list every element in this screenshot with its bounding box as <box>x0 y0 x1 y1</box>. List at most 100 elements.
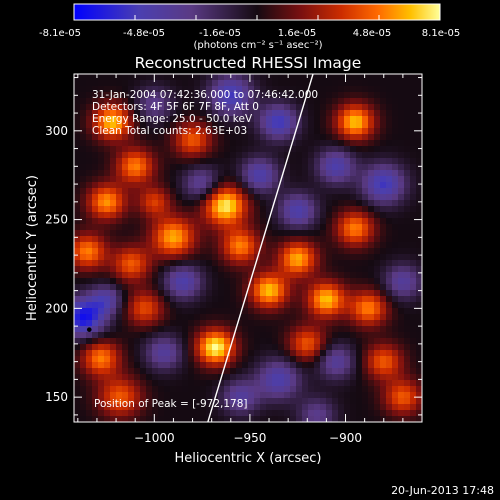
heatmap-cell <box>278 140 285 147</box>
heatmap-cell <box>392 194 399 201</box>
heatmap-cell <box>380 104 387 111</box>
heatmap-cell <box>134 230 141 237</box>
heatmap-cell <box>248 158 255 165</box>
heatmap-cell <box>212 254 219 261</box>
heatmap-cell <box>110 332 117 339</box>
heatmap-cell <box>206 314 213 321</box>
heatmap-cell <box>308 380 315 387</box>
heatmap-cell <box>80 254 87 261</box>
heatmap-cell <box>260 152 267 159</box>
heatmap-cell <box>398 230 405 237</box>
heatmap-cell <box>338 116 345 123</box>
heatmap-cell <box>236 182 243 189</box>
heatmap-cell <box>212 230 219 237</box>
heatmap-cell <box>356 392 363 399</box>
heatmap-cell <box>356 104 363 111</box>
heatmap-cell <box>266 410 273 417</box>
heatmap-cell <box>242 140 249 147</box>
heatmap-cell <box>278 296 285 303</box>
heatmap-cell <box>152 98 159 105</box>
heatmap-cell <box>410 404 417 411</box>
heatmap-cell <box>140 392 147 399</box>
heatmap-cell <box>266 380 273 387</box>
heatmap-cell <box>116 284 123 291</box>
heatmap-cell <box>104 158 111 165</box>
heatmap-cell <box>230 104 237 111</box>
heatmap-cell <box>140 320 147 327</box>
heatmap-cell <box>218 116 225 123</box>
heatmap-cell <box>278 272 285 279</box>
heatmap-cell <box>362 92 369 99</box>
heatmap-cell <box>182 320 189 327</box>
heatmap-cell <box>218 92 225 99</box>
heatmap-cell <box>80 236 87 243</box>
heatmap-cell <box>254 278 261 285</box>
heatmap-cell <box>140 104 147 111</box>
heatmap-cell <box>410 92 417 99</box>
heatmap-cell <box>146 260 153 267</box>
heatmap-cell <box>320 326 327 333</box>
heatmap-cell <box>248 290 255 297</box>
heatmap-cell <box>266 116 273 123</box>
heatmap-cell <box>230 320 237 327</box>
heatmap-cell <box>110 248 117 255</box>
heatmap-cell <box>392 248 399 255</box>
heatmap-cell <box>170 92 177 99</box>
heatmap-cell <box>158 86 165 93</box>
heatmap-cell <box>224 410 231 417</box>
heatmap-cell <box>224 314 231 321</box>
heatmap-cell <box>260 74 267 81</box>
heatmap-cell <box>320 350 327 357</box>
heatmap-cell <box>116 314 123 321</box>
heatmap-cell <box>398 170 405 177</box>
heatmap-cell <box>332 380 339 387</box>
heatmap-cell <box>398 188 405 195</box>
heatmap-cell <box>110 362 117 369</box>
heatmap-cell <box>272 86 279 93</box>
heatmap-cell <box>230 152 237 159</box>
heatmap-cell <box>404 356 411 363</box>
heatmap-cell <box>350 392 357 399</box>
heatmap-cell <box>326 74 333 81</box>
heatmap-cell <box>74 182 81 189</box>
heatmap-cell <box>92 266 99 273</box>
heatmap-cell <box>404 80 411 87</box>
heatmap-cell <box>362 350 369 357</box>
heatmap-cell <box>176 266 183 273</box>
heatmap-cell <box>362 260 369 267</box>
heatmap-cell <box>74 236 81 243</box>
heatmap-cell <box>410 170 417 177</box>
heatmap-cell <box>380 290 387 297</box>
heatmap-cell <box>386 140 393 147</box>
heatmap-cell <box>392 344 399 351</box>
heatmap-cell <box>110 146 117 153</box>
heatmap-cell <box>356 86 363 93</box>
heatmap-cell <box>104 380 111 387</box>
heatmap-cell <box>170 260 177 267</box>
heatmap-cell <box>332 116 339 123</box>
heatmap-cell <box>110 308 117 315</box>
heatmap-cell <box>344 278 351 285</box>
heatmap-cell <box>392 98 399 105</box>
heatmap-cell <box>188 392 195 399</box>
heatmap-cell <box>152 104 159 111</box>
heatmap-cell <box>398 284 405 291</box>
heatmap-cell <box>380 212 387 219</box>
heatmap-cell <box>284 200 291 207</box>
heatmap-cell <box>248 230 255 237</box>
heatmap-cell <box>86 278 93 285</box>
heatmap-cell <box>296 398 303 405</box>
heatmap-cell <box>410 80 417 87</box>
heatmap-cell <box>404 182 411 189</box>
heatmap-cell <box>98 158 105 165</box>
heatmap-cell <box>116 332 123 339</box>
heatmap-cell <box>278 152 285 159</box>
heatmap-cell <box>308 242 315 249</box>
heatmap-cell <box>308 218 315 225</box>
heatmap-cell <box>140 254 147 261</box>
heatmap-cell <box>110 212 117 219</box>
heatmap-cell <box>158 236 165 243</box>
heatmap-cell <box>302 326 309 333</box>
heatmap-cell <box>344 110 351 117</box>
heatmap-cell <box>386 302 393 309</box>
